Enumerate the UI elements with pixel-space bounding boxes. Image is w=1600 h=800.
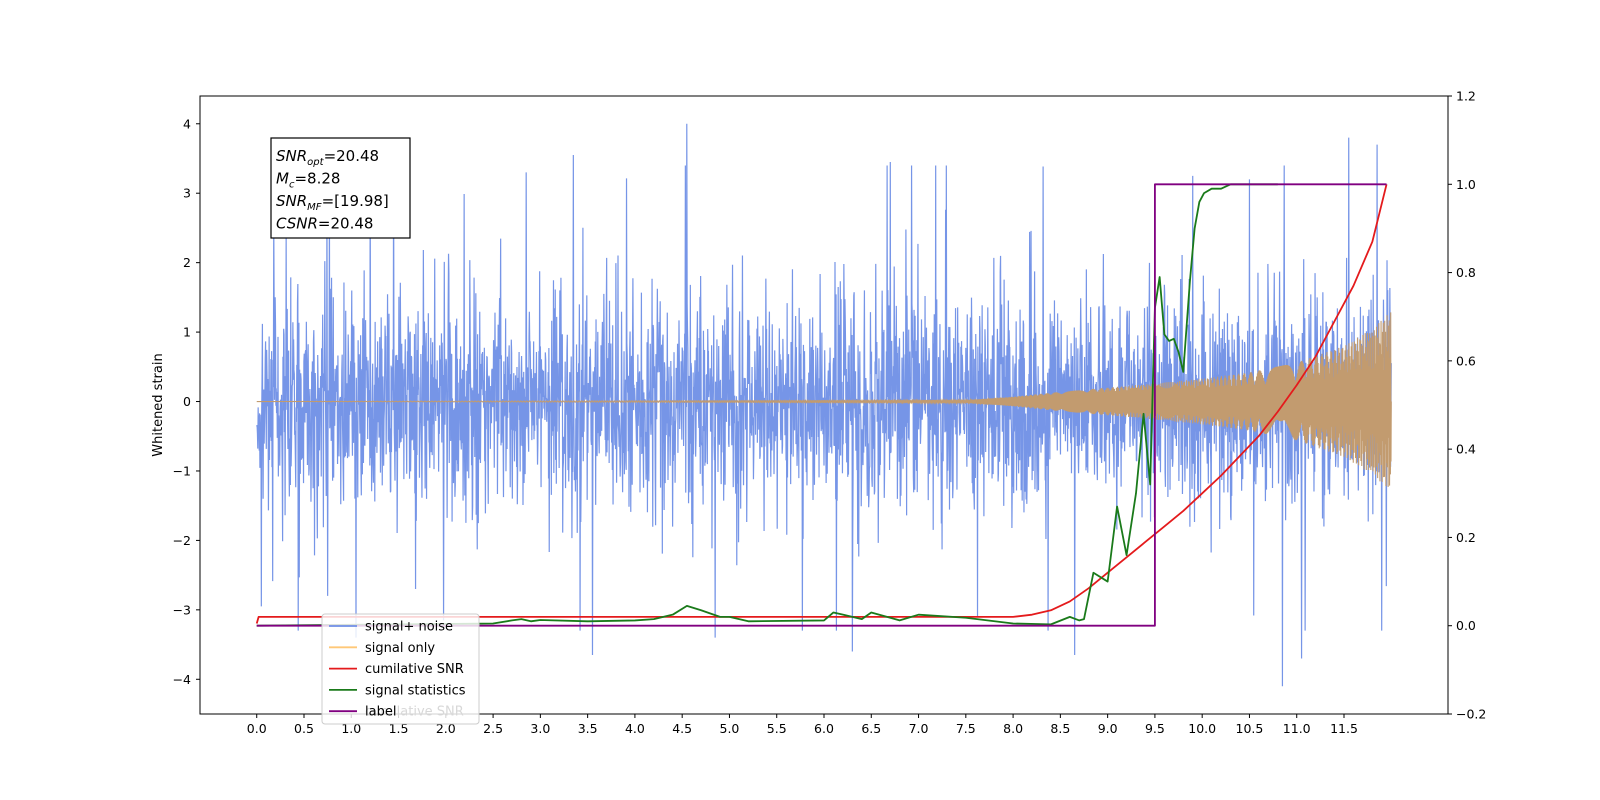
annotation-line: CSNR=20.48 xyxy=(276,215,373,233)
y2-tick-label: 0.0 xyxy=(1456,618,1476,633)
y-tick-label: 1 xyxy=(183,325,191,340)
series-signal-statistics xyxy=(256,183,1278,627)
annotation-line: SNRMF=[19.98] xyxy=(276,192,389,213)
x-tick-label: 5.0 xyxy=(720,721,740,736)
y2-tick-label: 0.4 xyxy=(1456,442,1476,457)
y2-tick-label: −0.2 xyxy=(1456,707,1486,722)
series-signal-only xyxy=(256,312,1392,487)
legend: signal+ noise signal only cumilative SNR si… xyxy=(321,613,480,725)
y-axis-label: Whitened strain xyxy=(151,353,166,456)
y-tick-label: 2 xyxy=(183,255,191,270)
y-tick-label: −4 xyxy=(173,672,191,687)
y2-tick-label: 1.2 xyxy=(1456,89,1476,104)
x-axis: 0.0 0.5 1.0 1.5 2.0 2.5 3.0 3.5 4.0 4.5 5.0 5.5 6.0 6… xyxy=(247,714,1358,736)
y-tick-label: −3 xyxy=(173,602,191,617)
y2-tick-label: 1.0 xyxy=(1456,177,1476,192)
x-tick-label: 3.0 xyxy=(530,721,550,736)
x-tick-label: 8.0 xyxy=(1003,721,1023,736)
legend-label: cumilative SNR xyxy=(365,662,464,677)
x-tick-label: 1.0 xyxy=(341,721,361,736)
x-tick-label: 1.5 xyxy=(389,721,409,736)
legend-label: signal statistics xyxy=(365,683,466,698)
series-label xyxy=(256,183,1387,627)
y2-tick-label: 0.8 xyxy=(1456,265,1476,280)
y-tick-label: −2 xyxy=(173,533,191,548)
y-tick-label: −1 xyxy=(173,463,191,478)
legend-label: signal+ noise xyxy=(365,620,453,635)
legend-hidden-label: cumilative SNR xyxy=(365,705,464,720)
y-tick-label: 4 xyxy=(183,116,191,131)
y-tick-label: 0 xyxy=(183,394,191,409)
x-tick-label: 11.0 xyxy=(1283,721,1311,736)
x-tick-label: 4.5 xyxy=(672,721,692,736)
x-tick-label: 5.5 xyxy=(767,721,787,736)
legend-label: signal only xyxy=(365,641,435,656)
x-tick-label: 11.5 xyxy=(1330,721,1358,736)
x-tick-label: 0.5 xyxy=(294,721,314,736)
x-tick-label: 10.5 xyxy=(1236,721,1264,736)
x-tick-label: 7.0 xyxy=(909,721,929,736)
y-axis-left: −4 −3 −2 −1 0 1 2 3 4 xyxy=(173,116,200,687)
y2-tick-label: 0.6 xyxy=(1456,353,1476,368)
plot-area xyxy=(255,123,1392,687)
x-tick-label: 10.0 xyxy=(1188,721,1216,736)
y2-tick-label: 0.2 xyxy=(1456,530,1476,545)
annotation-line: SNRopt=20.48 xyxy=(276,147,379,168)
x-tick-label: 9.5 xyxy=(1145,721,1165,736)
x-tick-label: 9.0 xyxy=(1098,721,1118,736)
legend-label: label xyxy=(365,705,396,720)
x-tick-label: 6.5 xyxy=(861,721,881,736)
x-tick-label: 7.5 xyxy=(956,721,976,736)
annotation-line: Mc=8.28 xyxy=(276,170,340,191)
x-tick-label: 3.5 xyxy=(578,721,598,736)
x-tick-label: 2.5 xyxy=(483,721,503,736)
x-tick-label: 0.0 xyxy=(247,721,267,736)
x-tick-label: 2.0 xyxy=(436,721,456,736)
y-tick-label: 3 xyxy=(183,186,191,201)
y-axis-right: −0.2 0.0 0.2 0.4 0.6 0.8 1.0 1.2 xyxy=(1448,89,1486,722)
x-tick-label: 6.0 xyxy=(814,721,834,736)
x-tick-label: 4.0 xyxy=(625,721,645,736)
series-cumulative-snr xyxy=(255,184,1388,624)
x-tick-label: 8.5 xyxy=(1050,721,1070,736)
